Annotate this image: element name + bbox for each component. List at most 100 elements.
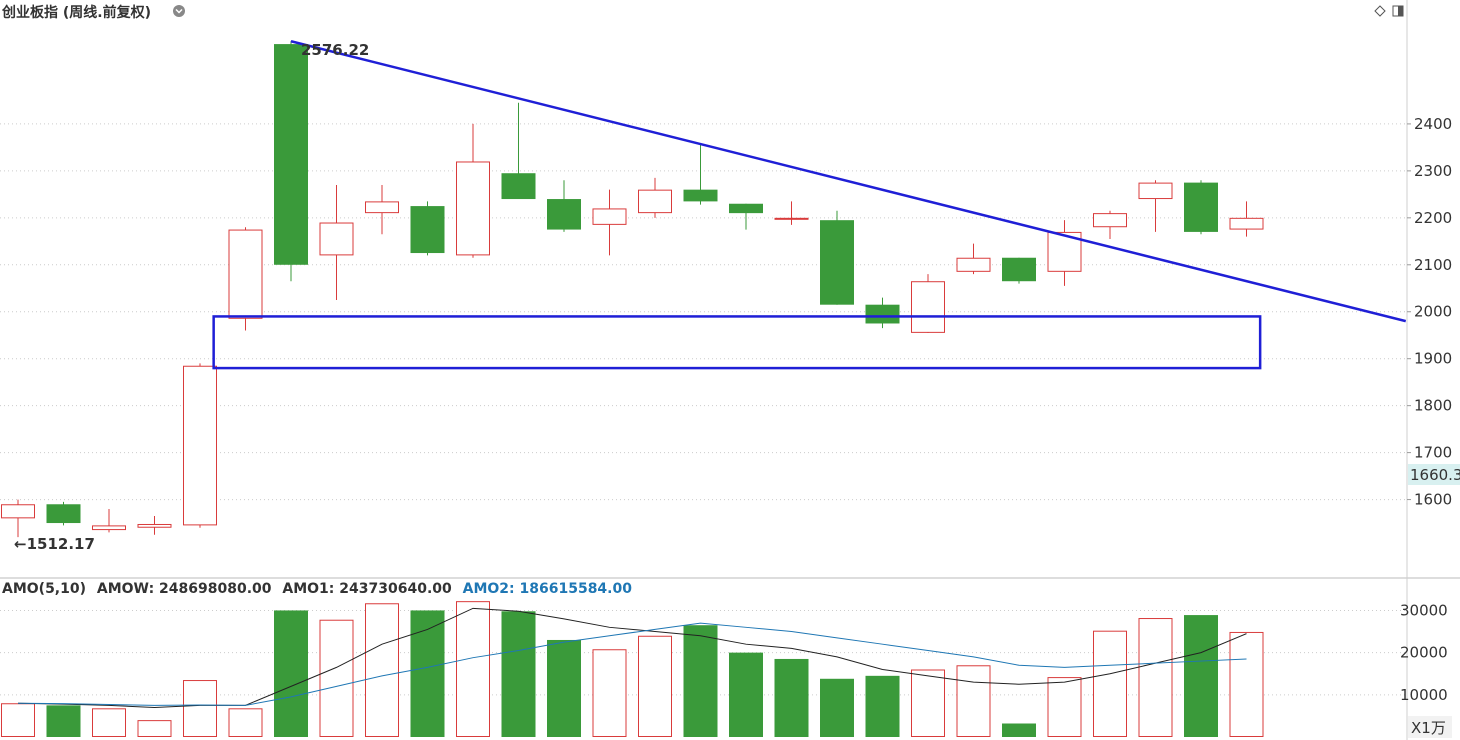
candle-body-8 <box>365 201 399 214</box>
annotations: 2576.22 ←1512.17 1660.3 <box>14 41 1460 553</box>
volume-bar-25 <box>1138 618 1173 737</box>
y-tick-label-2000: 2000 <box>1414 303 1452 321</box>
legend-amo2: AMO2: 186615584.00 <box>463 581 633 597</box>
indicator-y-ticks: 10000 20000 30000 <box>1400 601 1448 703</box>
volume-bar-12 <box>547 639 581 737</box>
candle-body-24 <box>1093 213 1127 228</box>
volume-bar-27 <box>1229 631 1264 737</box>
legend-amo1: AMO1: 243730640.00 <box>282 581 452 597</box>
main-y-ticks: 1600 1700 1800 1900 2000 2100 2200 2300 2400 <box>1407 115 1452 509</box>
diamond-icon[interactable] <box>1374 5 1386 17</box>
candle-5 <box>228 227 263 331</box>
y-tick-label-1800: 1800 <box>1414 397 1452 415</box>
indicator-legend: AMO(5,10) AMOW: 248698080.00 AMO1: 24373… <box>2 581 632 597</box>
volume-bar-11 <box>501 611 536 737</box>
candle-23 <box>1047 220 1082 286</box>
panel-icon[interactable] <box>1392 5 1404 17</box>
volume-bar-4 <box>183 680 217 737</box>
volume-bar-10 <box>456 601 490 737</box>
candle-body-5 <box>228 229 263 319</box>
overlays <box>212 40 1407 370</box>
volume-bar-15 <box>683 625 718 737</box>
candle-body-9 <box>410 206 445 254</box>
unit-label: X1万 <box>1411 719 1446 737</box>
candle-10 <box>456 123 490 258</box>
candle-body-13 <box>592 208 627 225</box>
candlesticks <box>1 41 1264 538</box>
chart-title: 创业板指 (周线.前复权) <box>1 4 151 21</box>
volume-bar-3 <box>137 720 172 737</box>
volume-bar-13 <box>592 649 627 737</box>
candle-6 <box>274 41 308 282</box>
candle-27 <box>1229 201 1264 237</box>
candle-19 <box>865 297 900 329</box>
candle-21 <box>956 243 991 275</box>
ind-y-tick-label-10000: 10000 <box>1400 686 1448 704</box>
y-tick-label-2200: 2200 <box>1414 209 1452 227</box>
ma-lines <box>17 607 1247 708</box>
candle-body-25 <box>1138 182 1173 200</box>
indicator-title: AMO(5,10) <box>2 581 86 597</box>
volume-bar-22 <box>1002 723 1036 737</box>
candle-8 <box>365 184 399 235</box>
candle-22 <box>1002 257 1036 284</box>
candle-body-4 <box>183 365 217 526</box>
candle-9 <box>410 201 445 256</box>
annotation-low: ←1512.17 <box>14 535 95 553</box>
candle-body-18 <box>820 220 854 305</box>
candle-body-26 <box>1184 182 1218 232</box>
candle-body-22 <box>1002 257 1036 282</box>
candle-13 <box>592 189 627 256</box>
candle-4 <box>183 363 217 528</box>
candle-body-19 <box>865 304 900 324</box>
current-price-tag-bg <box>1408 464 1460 485</box>
candle-14 <box>638 177 672 218</box>
candle-body-2 <box>92 525 126 531</box>
current-price-tag: 1660.3 <box>1410 466 1460 484</box>
volume-bar-18 <box>820 678 854 737</box>
y-tick-label-1700: 1700 <box>1414 444 1452 462</box>
y-tick-label-2300: 2300 <box>1414 162 1452 180</box>
candle-12 <box>547 180 581 232</box>
candle-body-15 <box>683 189 718 202</box>
candle-20 <box>911 274 945 333</box>
candle-body-20 <box>911 281 945 333</box>
candle-body-1 <box>46 504 81 524</box>
candle-16 <box>729 203 763 230</box>
candle-body-14 <box>638 189 672 214</box>
candle-body-10 <box>456 161 490 256</box>
candle-body-16 <box>729 203 763 214</box>
volume-bar-2 <box>92 708 126 737</box>
candle-15 <box>683 145 718 205</box>
y-tick-label-1600: 1600 <box>1414 491 1452 509</box>
candle-18 <box>820 210 854 305</box>
unit-label-bg <box>1408 716 1452 738</box>
y-tick-label-2400: 2400 <box>1414 115 1452 133</box>
candle-2 <box>92 508 126 533</box>
volume-bars <box>1 601 1264 737</box>
volume-bar-23 <box>1047 677 1082 737</box>
candle-body-11 <box>501 173 536 200</box>
chevron-down-circle-icon[interactable] <box>173 5 185 17</box>
candle-25 <box>1138 180 1173 232</box>
candle-body-3 <box>137 523 172 528</box>
ma-long-line <box>17 622 1247 706</box>
candle-body-17 <box>774 217 809 220</box>
candle-11 <box>501 102 536 200</box>
volume-bar-5 <box>228 708 263 737</box>
volume-bar-6 <box>274 610 308 737</box>
candle-24 <box>1093 210 1127 239</box>
volume-bar-14 <box>638 635 672 737</box>
candle-body-21 <box>956 257 991 272</box>
volume-bar-1 <box>46 705 81 737</box>
volume-bar-26 <box>1184 615 1218 737</box>
volume-bar-19 <box>865 675 900 737</box>
candle-body-6 <box>274 44 308 265</box>
volume-bar-8 <box>365 603 399 737</box>
support-box <box>212 315 1262 370</box>
candle-body-0 <box>1 504 35 519</box>
volume-bar-21 <box>956 665 991 737</box>
volume-bar-16 <box>729 652 763 737</box>
annotation-high: 2576.22 <box>301 41 369 59</box>
